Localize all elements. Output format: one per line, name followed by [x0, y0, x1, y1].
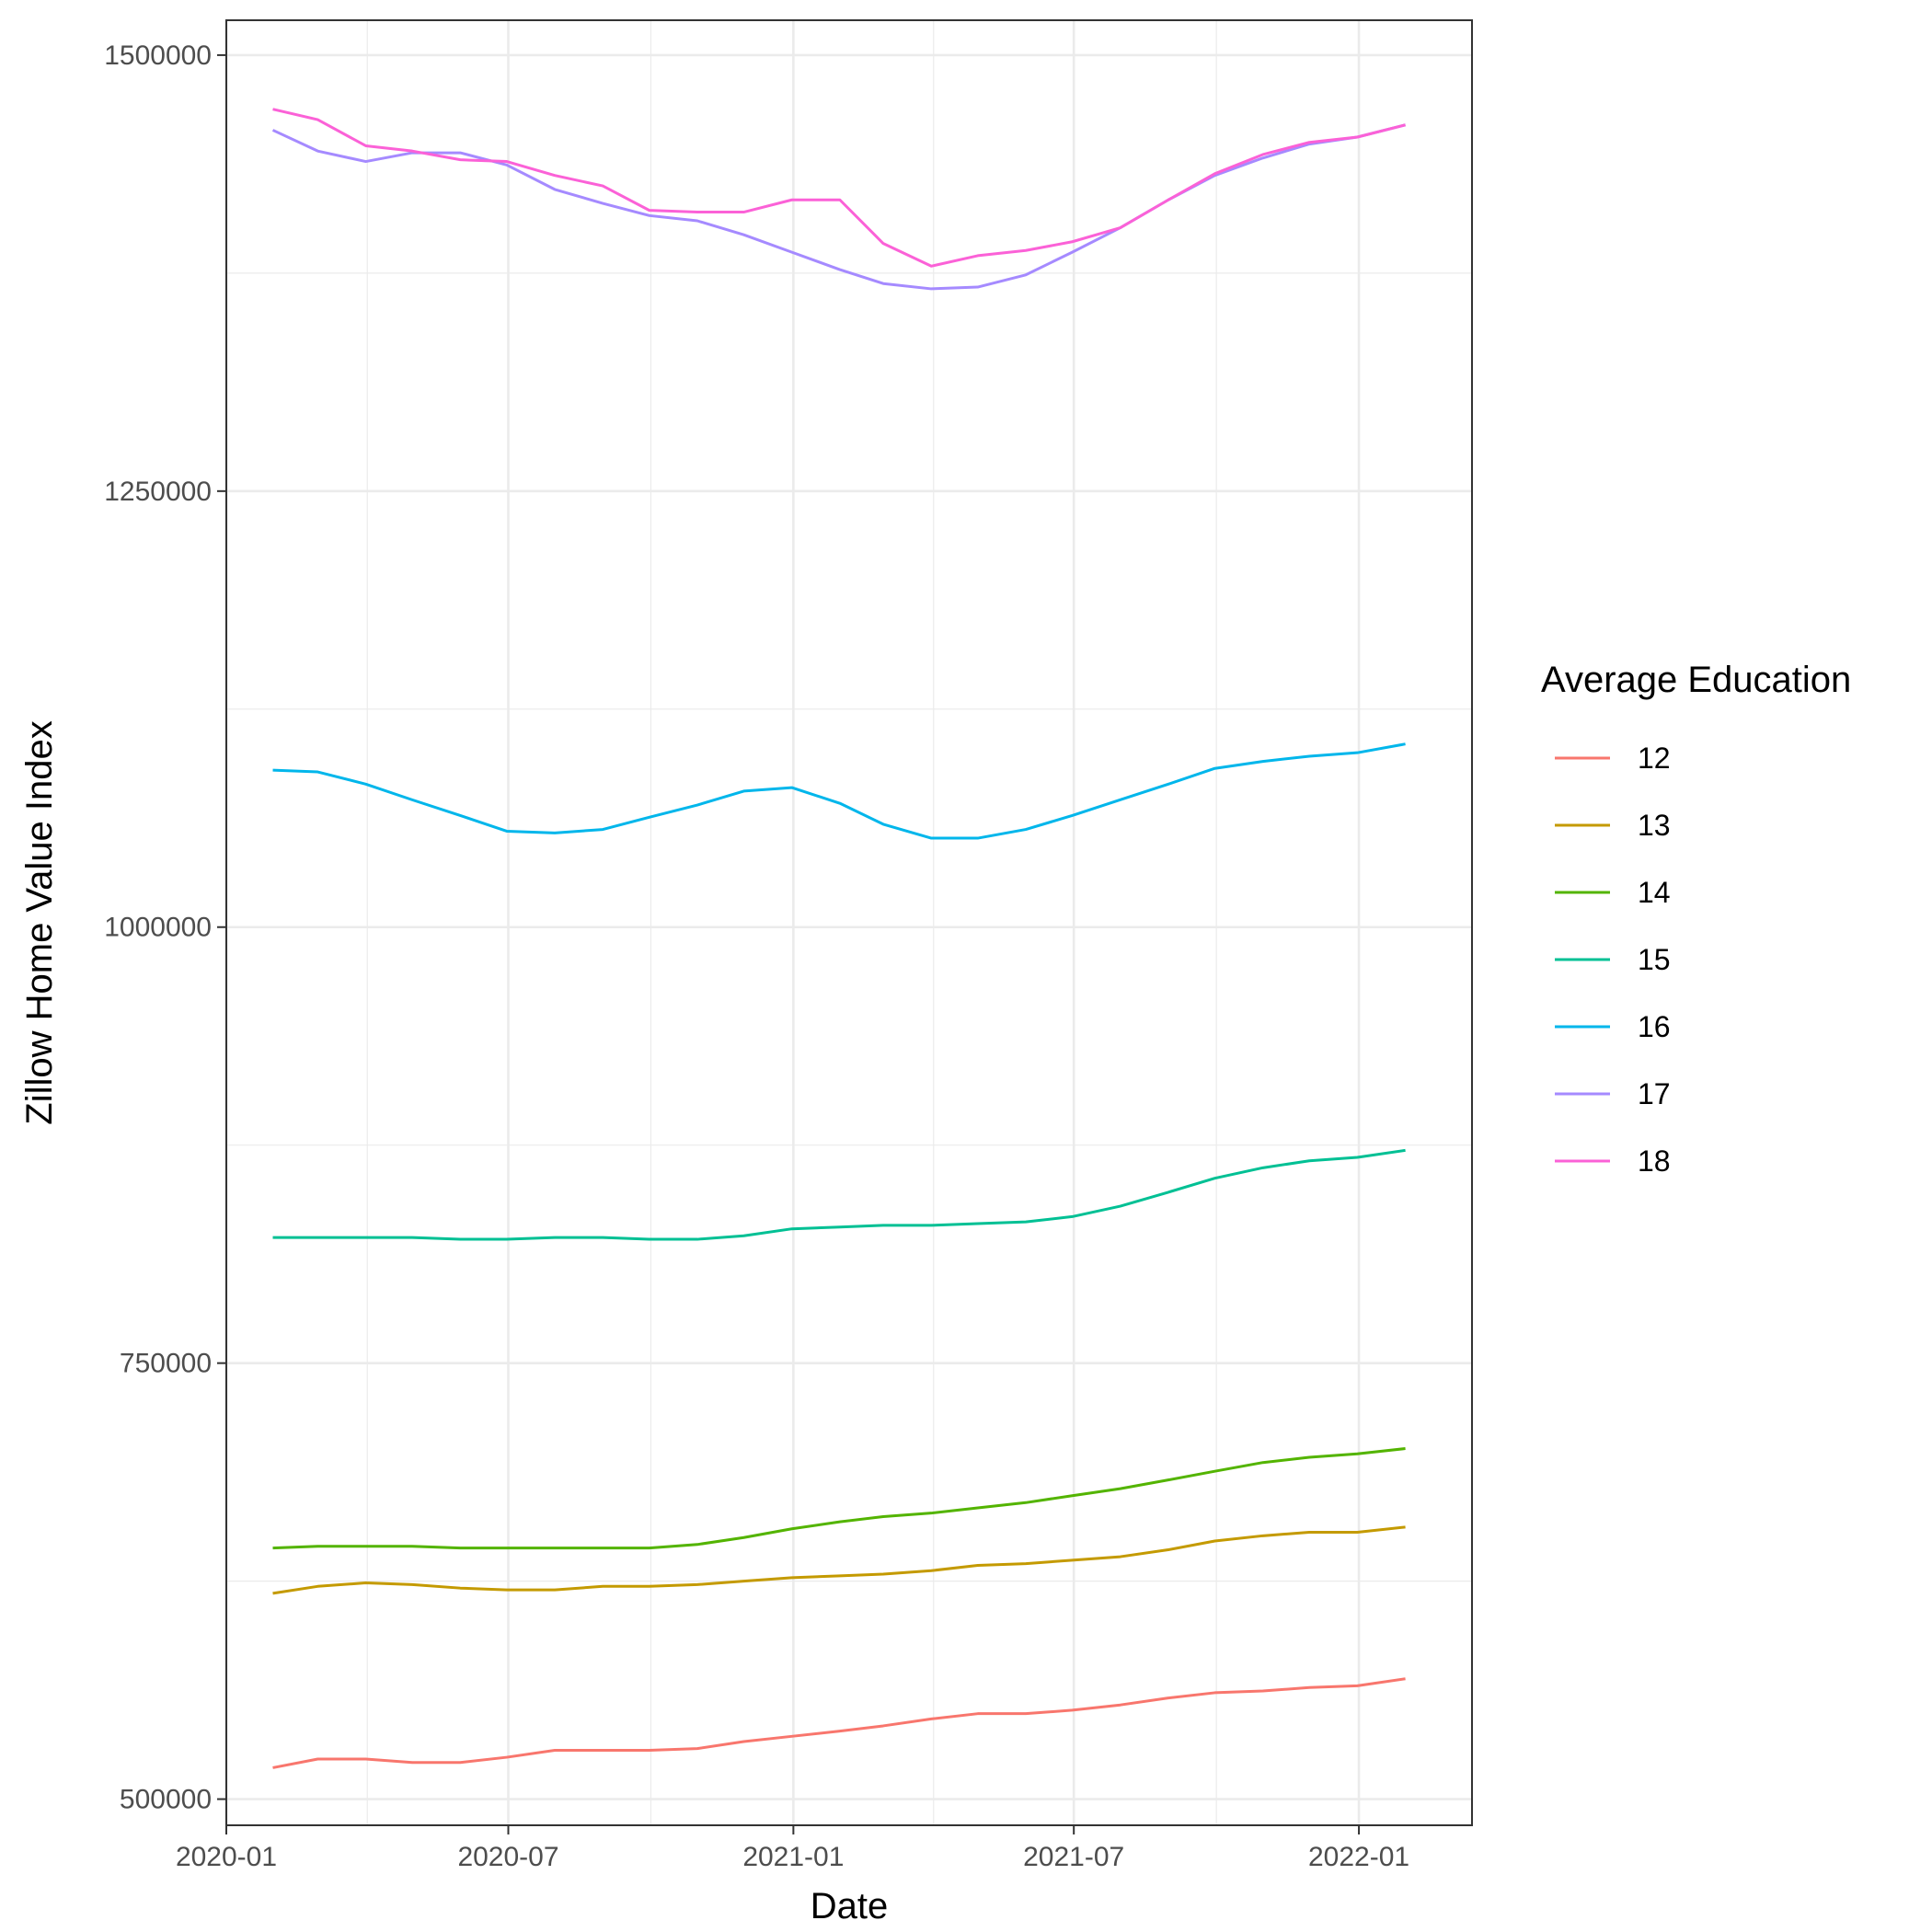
plot-panel-border [225, 19, 1473, 1826]
y-tick-label: 1000000 [104, 913, 212, 943]
y-tick-label: 1250000 [104, 477, 212, 507]
x-tick-label: 2021-07 [1023, 1842, 1124, 1872]
series-line-14 [272, 1447, 1406, 1550]
legend-label-15: 15 [1638, 943, 1671, 976]
legend-label-14: 14 [1638, 876, 1671, 909]
y-tick-label: 500000 [120, 1785, 212, 1815]
series-line-18 [272, 108, 1406, 268]
x-tick-label: 2021-01 [742, 1842, 844, 1872]
x-axis: 2020-01 2020-07 2021-01 2021-07 2022-01 [176, 1825, 1409, 1872]
series-line-15 [272, 1148, 1406, 1241]
legend-items: 12 13 14 15 16 17 18 [1555, 742, 1671, 1178]
legend-label-16: 16 [1638, 1010, 1671, 1043]
y-axis: 500000 750000 1000000 1250000 1500000 [104, 40, 226, 1815]
y-tick-label: 750000 [120, 1349, 212, 1379]
series-line-17 [271, 123, 1406, 291]
series-lines [271, 108, 1406, 1769]
legend-title: Average Education [1541, 660, 1851, 700]
y-axis-title: Zillow Home Value Index [19, 720, 60, 1124]
legend-label-17: 17 [1638, 1077, 1671, 1110]
series-line-13 [272, 1525, 1406, 1595]
minor-gridlines [226, 20, 1472, 1825]
legend-label-13: 13 [1638, 809, 1671, 842]
x-axis-title: Date [811, 1886, 889, 1926]
plot-panel [226, 20, 1472, 1825]
x-tick-label: 2020-01 [176, 1842, 277, 1872]
legend-label-18: 18 [1638, 1144, 1671, 1178]
series-line-16 [272, 742, 1406, 840]
series-line-12 [272, 1677, 1406, 1769]
y-tick-label: 1500000 [104, 40, 212, 71]
x-tick-label: 2020-07 [457, 1842, 558, 1872]
legend: Average Education 12 13 14 15 16 17 18 [1541, 660, 1851, 1178]
x-tick-label: 2022-01 [1308, 1842, 1409, 1872]
legend-label-12: 12 [1638, 742, 1671, 775]
